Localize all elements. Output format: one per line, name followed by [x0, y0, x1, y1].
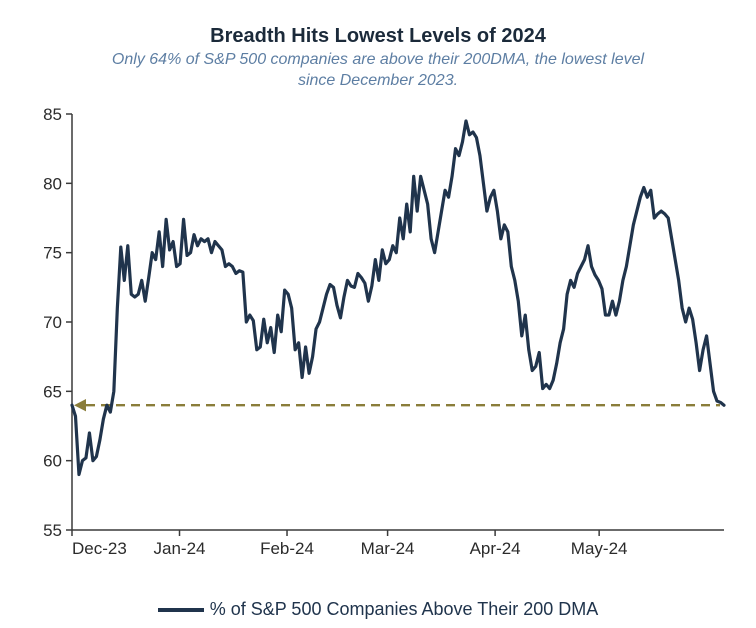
svg-text:55: 55 — [43, 521, 62, 540]
chart-title: Breadth Hits Lowest Levels of 2024 — [20, 24, 736, 48]
svg-text:Jan-24: Jan-24 — [154, 539, 206, 558]
svg-text:Feb-24: Feb-24 — [260, 539, 314, 558]
chart-plot-area: 55 60 65 70 75 80 85 Dec-23 Jan-24 Feb-24 Mar-24 Ap… — [20, 104, 736, 595]
svg-text:May-24: May-24 — [571, 539, 628, 558]
svg-text:60: 60 — [43, 451, 62, 470]
svg-text:70: 70 — [43, 313, 62, 332]
line-chart-svg: 55 60 65 70 75 80 85 Dec-23 Jan-24 Feb-24 Mar-24 Ap… — [20, 104, 736, 564]
svg-text:Mar-24: Mar-24 — [361, 539, 415, 558]
svg-text:80: 80 — [43, 174, 62, 193]
svg-text:75: 75 — [43, 243, 62, 262]
svg-text:Apr-24: Apr-24 — [470, 539, 521, 558]
legend-label: % of S&P 500 Companies Above Their 200 D… — [210, 599, 599, 619]
svg-text:65: 65 — [43, 382, 62, 401]
svg-text:85: 85 — [43, 105, 62, 124]
svg-text:Dec-23: Dec-23 — [72, 539, 127, 558]
chart-subtitle: Only 64% of S&P 500 companies are above … — [98, 50, 658, 92]
legend-line-swatch — [158, 608, 204, 612]
chart-legend: % of S&P 500 Companies Above Their 200 D… — [20, 599, 736, 620]
